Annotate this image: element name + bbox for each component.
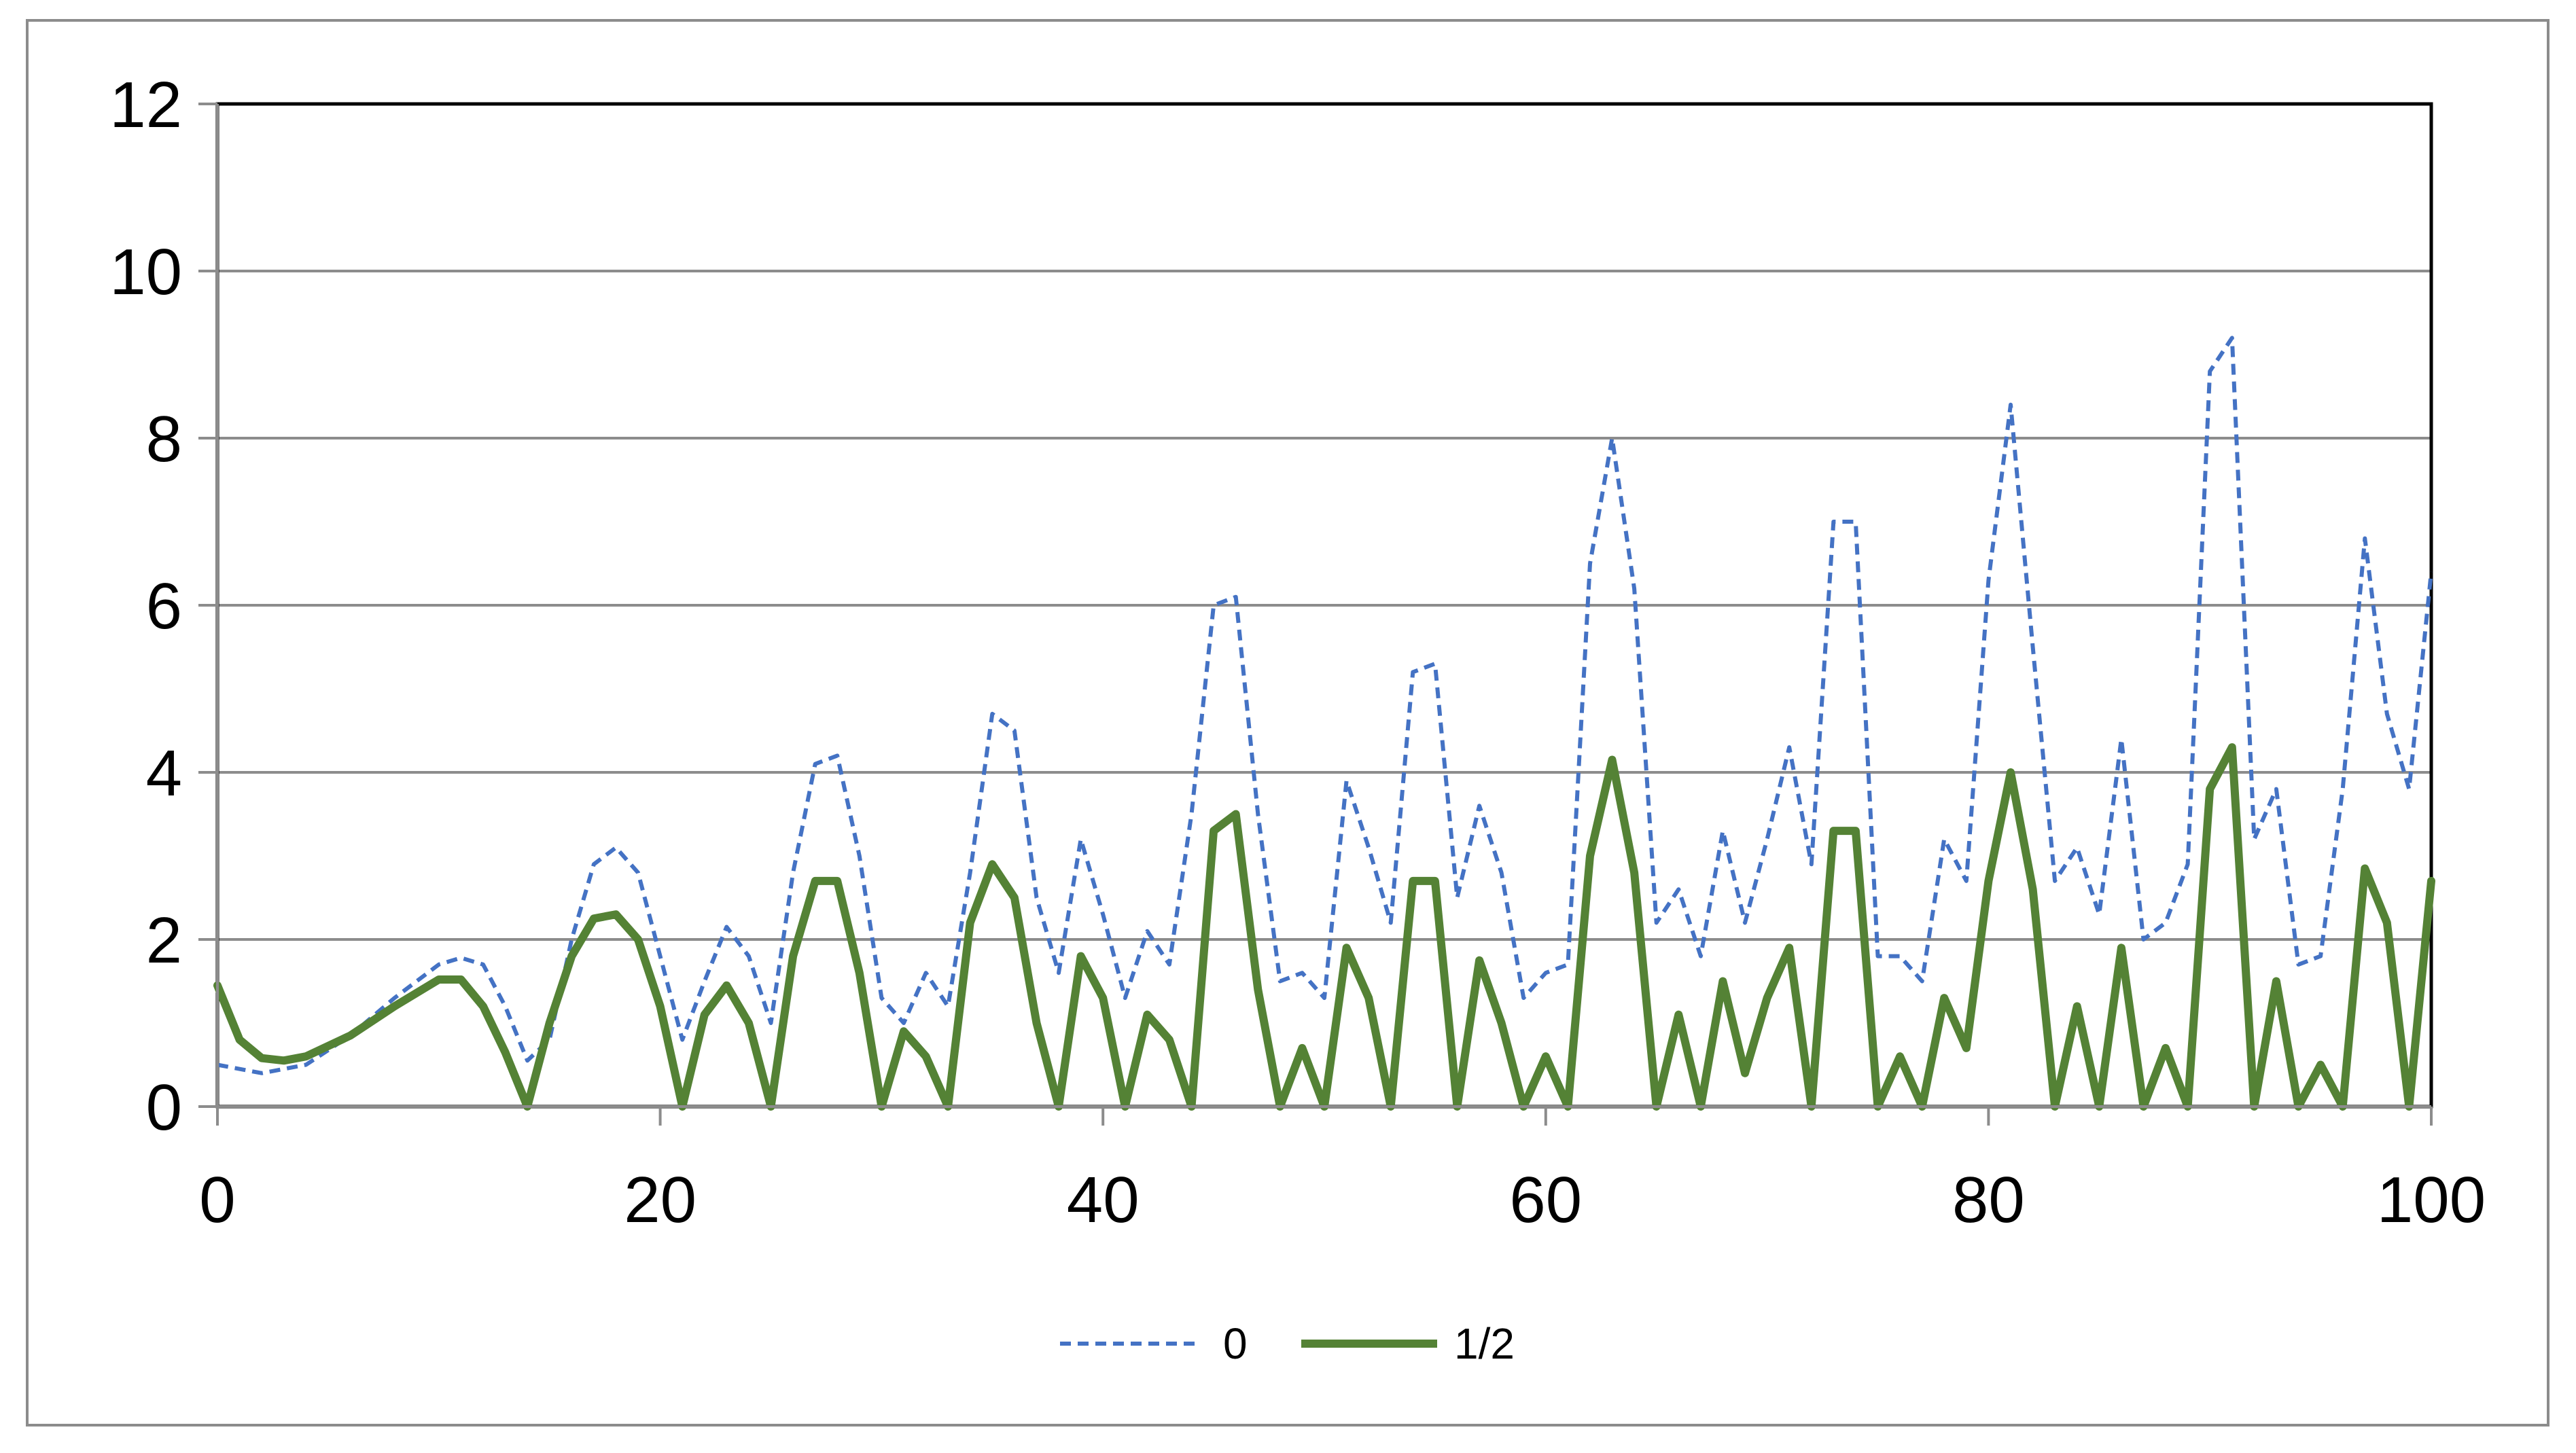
- series-layer: [213, 336, 2435, 1111]
- y-tick-label: 12: [109, 69, 182, 141]
- series-line-solid: [213, 743, 2435, 1111]
- axes: 0 2 4 6 8 10 12 0 20 40 60 80 100: [109, 69, 2486, 1236]
- legend-label: 0: [1223, 1319, 1248, 1368]
- y-tick-label: 6: [146, 570, 182, 643]
- x-tick-label: 80: [1952, 1164, 2025, 1236]
- y-tick-label: 2: [146, 904, 182, 977]
- series-line-dashed: [217, 336, 2433, 1075]
- y-tick-label: 10: [109, 236, 182, 308]
- gridlines: [217, 270, 2431, 941]
- x-tick-label: 60: [1509, 1164, 1582, 1236]
- x-tick-label: 0: [199, 1164, 235, 1236]
- y-tick-label: 0: [146, 1071, 182, 1144]
- x-tick-label: 20: [624, 1164, 696, 1236]
- legend: 0 1/2: [1060, 1319, 1515, 1368]
- x-tick-label: 100: [2377, 1164, 2486, 1236]
- y-tick-label: 4: [146, 737, 182, 810]
- legend-label: 1/2: [1454, 1319, 1515, 1368]
- x-tick-label: 40: [1067, 1164, 1140, 1236]
- y-tick-label: 8: [146, 403, 182, 476]
- chart-area: [26, 19, 2549, 1427]
